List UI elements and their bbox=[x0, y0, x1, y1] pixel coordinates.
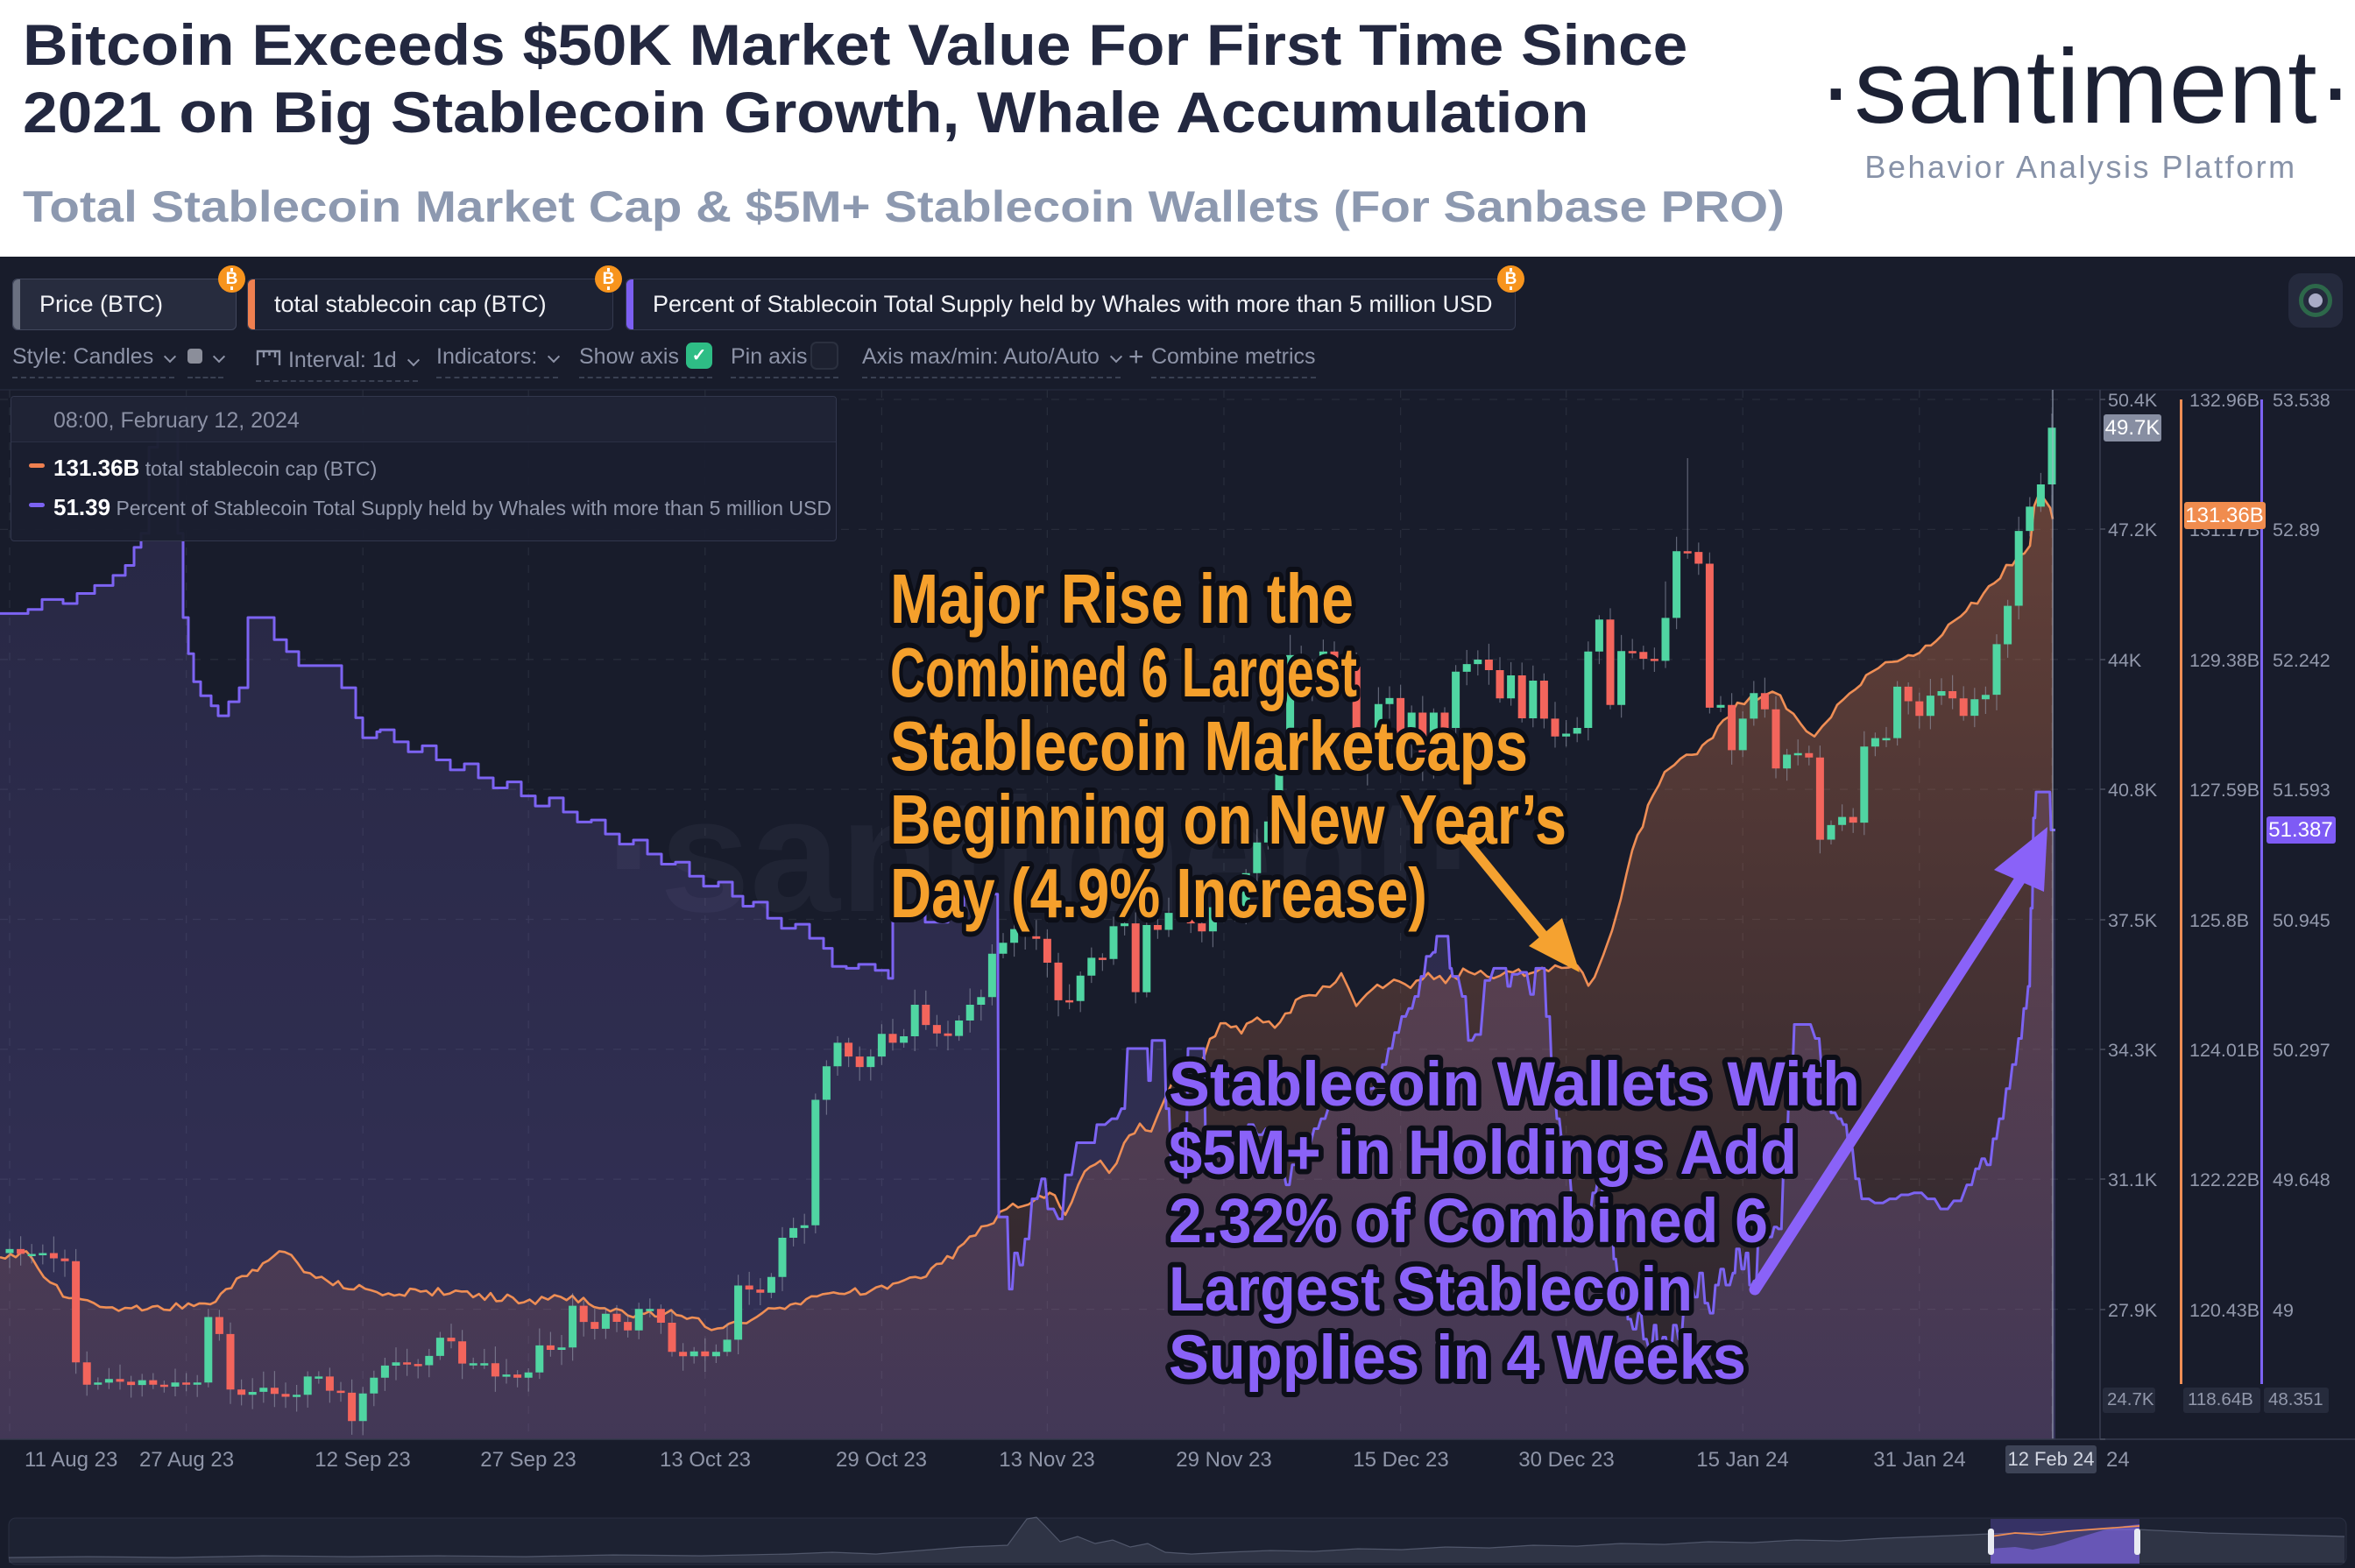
svg-text:29 Oct 23: 29 Oct 23 bbox=[836, 1448, 927, 1472]
svg-text:Beginning on New Year’s: Beginning on New Year’s bbox=[890, 780, 1566, 858]
svg-text:34.3K: 34.3K bbox=[2108, 1040, 2158, 1061]
svg-text:49.7K: 49.7K bbox=[2105, 416, 2161, 440]
svg-text:27 Sep 23: 27 Sep 23 bbox=[480, 1448, 576, 1472]
svg-text:24: 24 bbox=[2106, 1448, 2130, 1472]
svg-text:11 Aug 23: 11 Aug 23 bbox=[25, 1448, 117, 1472]
svg-text:132.96B: 132.96B bbox=[2189, 390, 2260, 411]
svg-text:49: 49 bbox=[2273, 1300, 2294, 1321]
svg-text:50.945: 50.945 bbox=[2273, 910, 2330, 931]
svg-text:44K: 44K bbox=[2108, 650, 2142, 671]
svg-text:27 Aug 23: 27 Aug 23 bbox=[139, 1448, 234, 1472]
svg-text:53.538: 53.538 bbox=[2273, 390, 2330, 411]
svg-text:2.32% of Combined 6: 2.32% of Combined 6 bbox=[1169, 1187, 1768, 1256]
svg-text:52.89: 52.89 bbox=[2273, 519, 2320, 540]
svg-text:31.1K: 31.1K bbox=[2108, 1169, 2158, 1190]
svg-text:120.43B: 120.43B bbox=[2189, 1300, 2260, 1321]
svg-text:50.4K: 50.4K bbox=[2108, 390, 2158, 411]
svg-text:Combined 6 Largest: Combined 6 Largest bbox=[890, 633, 1357, 711]
svg-text:15 Dec 23: 15 Dec 23 bbox=[1353, 1448, 1448, 1472]
svg-text:30 Dec 23: 30 Dec 23 bbox=[1518, 1448, 1614, 1472]
svg-text:125.8B: 125.8B bbox=[2189, 910, 2249, 931]
svg-text:15 Jan 24: 15 Jan 24 bbox=[1696, 1448, 1788, 1472]
svg-text:13 Nov 23: 13 Nov 23 bbox=[999, 1448, 1094, 1472]
svg-text:124.01B: 124.01B bbox=[2189, 1040, 2260, 1061]
svg-text:Stablecoin Wallets With: Stablecoin Wallets With bbox=[1169, 1050, 1860, 1119]
svg-text:Largest Stablecoin: Largest Stablecoin bbox=[1169, 1255, 1693, 1324]
svg-text:129.38B: 129.38B bbox=[2189, 650, 2260, 671]
svg-text:Supplies in 4 Weeks: Supplies in 4 Weeks bbox=[1169, 1324, 1746, 1393]
svg-text:40.8K: 40.8K bbox=[2108, 780, 2158, 801]
svg-text:Stablecoin Marketcaps: Stablecoin Marketcaps bbox=[890, 707, 1528, 785]
svg-text:37.5K: 37.5K bbox=[2108, 910, 2158, 931]
svg-text:$5M+ in Holdings Add: $5M+ in Holdings Add bbox=[1169, 1119, 1797, 1188]
svg-text:51.593: 51.593 bbox=[2273, 780, 2330, 801]
svg-text:13 Oct 23: 13 Oct 23 bbox=[660, 1448, 751, 1472]
svg-text:51.387: 51.387 bbox=[2268, 818, 2332, 842]
svg-text:12 Feb 24: 12 Feb 24 bbox=[2007, 1448, 2094, 1470]
svg-text:131.36B: 131.36B bbox=[2185, 504, 2263, 527]
svg-text:47.2K: 47.2K bbox=[2108, 519, 2158, 540]
svg-text:50.297: 50.297 bbox=[2273, 1040, 2330, 1061]
svg-text:127.59B: 127.59B bbox=[2189, 780, 2260, 801]
svg-text:12 Sep 23: 12 Sep 23 bbox=[315, 1448, 410, 1472]
svg-text:31 Jan 24: 31 Jan 24 bbox=[1873, 1448, 1965, 1472]
svg-text:49.648: 49.648 bbox=[2273, 1169, 2330, 1190]
svg-text:29 Nov 23: 29 Nov 23 bbox=[1176, 1448, 1271, 1472]
svg-text:52.242: 52.242 bbox=[2273, 650, 2330, 671]
svg-text:24.7K: 24.7K bbox=[2107, 1389, 2154, 1409]
svg-text:Day (4.9% Increase): Day (4.9% Increase) bbox=[890, 854, 1427, 932]
svg-text:27.9K: 27.9K bbox=[2108, 1300, 2158, 1321]
svg-text:Major Rise in the: Major Rise in the bbox=[890, 560, 1354, 638]
svg-text:48.351: 48.351 bbox=[2268, 1389, 2323, 1409]
svg-text:122.22B: 122.22B bbox=[2189, 1169, 2260, 1190]
svg-text:118.64B: 118.64B bbox=[2188, 1389, 2253, 1409]
